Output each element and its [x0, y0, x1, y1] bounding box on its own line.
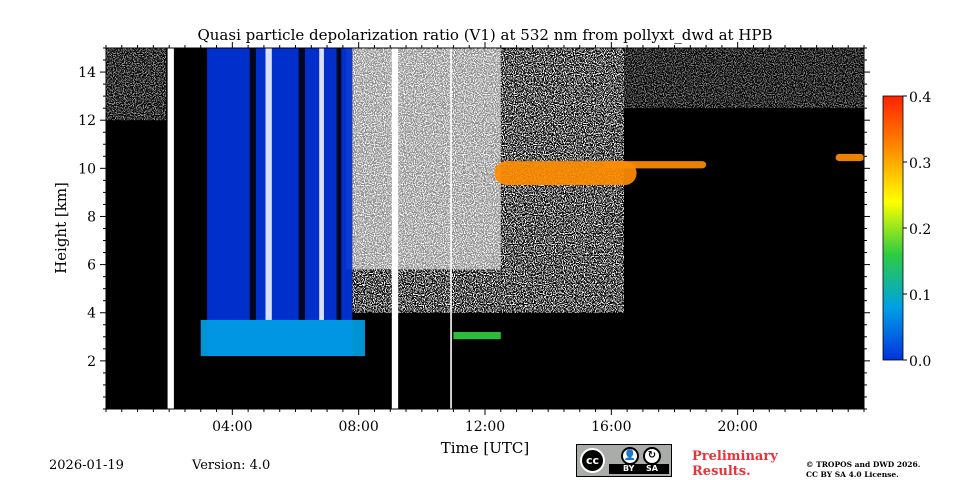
- copyright-line-1: © TROPOS and DWD 2026.: [806, 460, 921, 469]
- fall-streak-gap-4: [336, 48, 342, 320]
- region-3: [605, 161, 707, 169]
- y-tick-label: 14: [78, 65, 96, 81]
- region-4: [835, 153, 864, 162]
- region-2: [494, 161, 637, 186]
- noise-saturation-day: [346, 48, 501, 270]
- y-tick-label: 4: [87, 306, 96, 322]
- colorbar-tick-label: 0.1: [909, 288, 931, 304]
- preliminary-notice: Preliminary Results.: [692, 449, 792, 479]
- region-5: [453, 331, 501, 340]
- colorbar-tick-label: 0.4: [909, 90, 931, 106]
- x-tick-label: 04:00: [212, 419, 252, 435]
- x-axis: 04:00 08:00 12:00 16:00 20:00: [105, 42, 865, 435]
- footer-version: Version: 4.0: [192, 458, 271, 473]
- y-tick-label: 12: [78, 113, 96, 129]
- region-0: [207, 48, 353, 357]
- colorbar: [882, 95, 904, 361]
- license-by: BY: [623, 464, 635, 473]
- y-axis: 2 4 6 8 10 12 14: [78, 47, 870, 410]
- colorbar-tick-label: 0.0: [909, 354, 931, 370]
- x-tick-label: 08:00: [338, 419, 378, 435]
- y-tick-label: 8: [87, 209, 96, 225]
- data-gap-1: [391, 48, 399, 409]
- license-strip: BY SA: [609, 464, 669, 474]
- attribution-icon: 👤: [621, 447, 639, 465]
- fall-streak-gap-0: [249, 48, 257, 320]
- fall-streak-gap-3: [319, 48, 324, 320]
- plot-area: [106, 48, 864, 409]
- noise-speckle-night-left: [106, 48, 167, 121]
- colorbar-ticks: 0.0 0.1 0.2 0.3 0.4: [903, 90, 931, 370]
- y-axis-label: Height [km]: [52, 182, 70, 274]
- cc-license-badge: cc 👤 ↻ BY SA: [576, 444, 672, 477]
- share-alike-icon: ↻: [643, 447, 661, 465]
- preliminary-line-2: Results.: [692, 464, 751, 479]
- preliminary-line-1: Preliminary: [692, 449, 778, 464]
- x-tick-label: 16:00: [591, 419, 631, 435]
- colorbar-tick-label: 0.3: [909, 156, 931, 172]
- y-tick-label: 10: [78, 161, 96, 177]
- copyright-line-2: CC BY SA 4.0 License.: [806, 470, 899, 479]
- data-gap-0: [167, 48, 174, 409]
- x-axis-label: Time [UTC]: [441, 439, 530, 457]
- y-tick-label: 2: [87, 354, 96, 370]
- fall-streak-gap-1: [265, 48, 272, 320]
- colorbar-tick-label: 0.2: [909, 222, 931, 238]
- footer-date: 2026-01-19: [49, 458, 124, 473]
- x-tick-label: 20:00: [717, 419, 757, 435]
- chart-title: Quasi particle depolarization ratio (V1)…: [197, 26, 772, 44]
- y-tick-label: 6: [87, 258, 96, 274]
- data-gap-2: [450, 48, 452, 409]
- license-sa: SA: [646, 464, 658, 473]
- cc-icon: cc: [580, 448, 605, 473]
- fall-streak-gap-2: [298, 48, 305, 320]
- x-tick-label: 12:00: [465, 419, 505, 435]
- noise-speckle-night-right: [623, 48, 864, 109]
- copyright-notice: © TROPOS and DWD 2026. CC BY SA 4.0 Lice…: [806, 460, 956, 480]
- region-1: [200, 319, 365, 357]
